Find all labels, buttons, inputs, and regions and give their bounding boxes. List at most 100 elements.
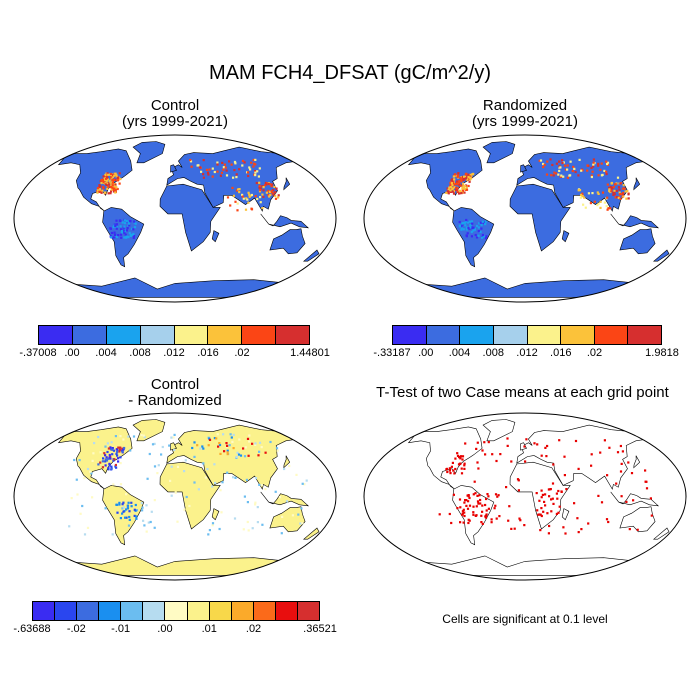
grid-cell <box>569 174 572 177</box>
grid-cell <box>465 172 468 175</box>
grid-cell <box>241 164 244 167</box>
grid-cell <box>225 442 228 445</box>
grid-cell <box>234 476 237 479</box>
randomized-color-swatch <box>628 326 661 344</box>
grid-cell <box>232 433 235 436</box>
grid-cell <box>100 178 103 181</box>
control-tick-label: .02 <box>234 347 250 359</box>
grid-cell <box>587 522 590 525</box>
grid-cell <box>151 443 155 446</box>
grid-cell <box>102 178 105 182</box>
grid-cell <box>247 529 250 532</box>
grid-cell <box>456 454 460 457</box>
grid-cell <box>221 481 224 484</box>
grid-cell <box>593 200 596 203</box>
grid-cell <box>218 443 222 447</box>
grid-cell <box>606 208 609 211</box>
grid-cell <box>115 452 118 455</box>
grid-cell <box>119 483 123 486</box>
grid-cell <box>485 513 488 516</box>
grid-cell <box>102 185 105 188</box>
grid-cell <box>536 443 539 446</box>
land-polygon <box>166 424 299 490</box>
grid-cell <box>245 478 248 481</box>
randomized-tick-label: -.33187 <box>373 347 411 359</box>
grid-cell <box>125 220 128 223</box>
grid-cell <box>193 455 196 458</box>
grid-cell <box>247 174 250 178</box>
grid-cell <box>586 169 589 172</box>
grid-cell <box>449 472 452 475</box>
grid-cell <box>97 435 100 439</box>
grid-cell <box>480 227 483 230</box>
grid-cell <box>265 191 268 194</box>
grid-cell <box>448 186 451 189</box>
grid-cell <box>220 171 223 174</box>
grid-cell <box>622 193 625 196</box>
randomized-title: Randomized <box>482 97 568 114</box>
grid-cell <box>225 174 229 177</box>
grid-cell <box>484 223 487 226</box>
grid-cell <box>130 505 133 508</box>
randomized-subtitle: (yrs 1999-2021) <box>472 113 578 130</box>
grid-cell <box>229 433 232 436</box>
land-polygon <box>170 164 177 173</box>
grid-cell <box>107 468 110 471</box>
grid-cell <box>596 204 599 207</box>
grid-cell <box>241 195 244 198</box>
grid-cell <box>244 446 247 449</box>
grid-cell <box>616 176 620 179</box>
difference-color-swatch <box>143 602 166 620</box>
grid-cell <box>258 181 261 184</box>
grid-cell <box>451 179 454 182</box>
grid-cell <box>126 507 130 510</box>
grid-cell <box>600 174 603 177</box>
grid-cell <box>243 161 246 164</box>
grid-cell <box>217 445 220 448</box>
grid-cell <box>464 442 467 445</box>
grid-cell <box>122 506 125 509</box>
grid-cell <box>478 222 481 225</box>
land-polygon <box>211 230 220 243</box>
grid-cell <box>111 448 114 451</box>
grid-cell <box>557 173 560 176</box>
grid-cell <box>254 195 257 198</box>
grid-cell <box>605 205 608 208</box>
grid-cell <box>103 176 106 179</box>
grid-cell <box>480 514 483 517</box>
land-polygon <box>452 207 495 268</box>
grid-cell <box>112 225 115 229</box>
grid-cell <box>249 194 252 197</box>
grid-cell <box>130 501 133 504</box>
grid-cell <box>465 235 468 238</box>
difference-color-swatch <box>253 602 276 620</box>
difference-colorbar-ticks: -.63688 -.02 -.01 .00 .01 .02 .36521 <box>13 623 336 637</box>
grid-cell <box>472 493 475 496</box>
grid-cell <box>445 467 449 470</box>
grid-cell <box>275 447 279 450</box>
grid-cell <box>230 436 233 439</box>
grid-cell <box>135 515 138 518</box>
grid-cell <box>276 449 279 452</box>
grid-cell <box>170 465 173 468</box>
grid-cell <box>476 461 479 464</box>
grid-cell <box>549 488 552 491</box>
grid-cell <box>247 454 250 457</box>
grid-cell <box>471 222 474 225</box>
grid-cell <box>543 500 546 503</box>
grid-cell <box>259 201 262 204</box>
grid-cell <box>461 513 464 516</box>
grid-cell <box>606 162 609 166</box>
grid-cell <box>609 207 612 210</box>
grid-cell <box>477 502 480 505</box>
grid-cell <box>484 220 487 223</box>
grid-cell <box>121 503 124 506</box>
grid-cell <box>104 173 107 177</box>
grid-cell <box>124 516 127 519</box>
grid-cell <box>459 455 463 458</box>
grid-cell <box>105 174 108 177</box>
grid-cell <box>112 188 115 191</box>
grid-cell <box>104 507 107 510</box>
grid-cell <box>100 181 103 185</box>
grid-cell <box>467 175 470 179</box>
